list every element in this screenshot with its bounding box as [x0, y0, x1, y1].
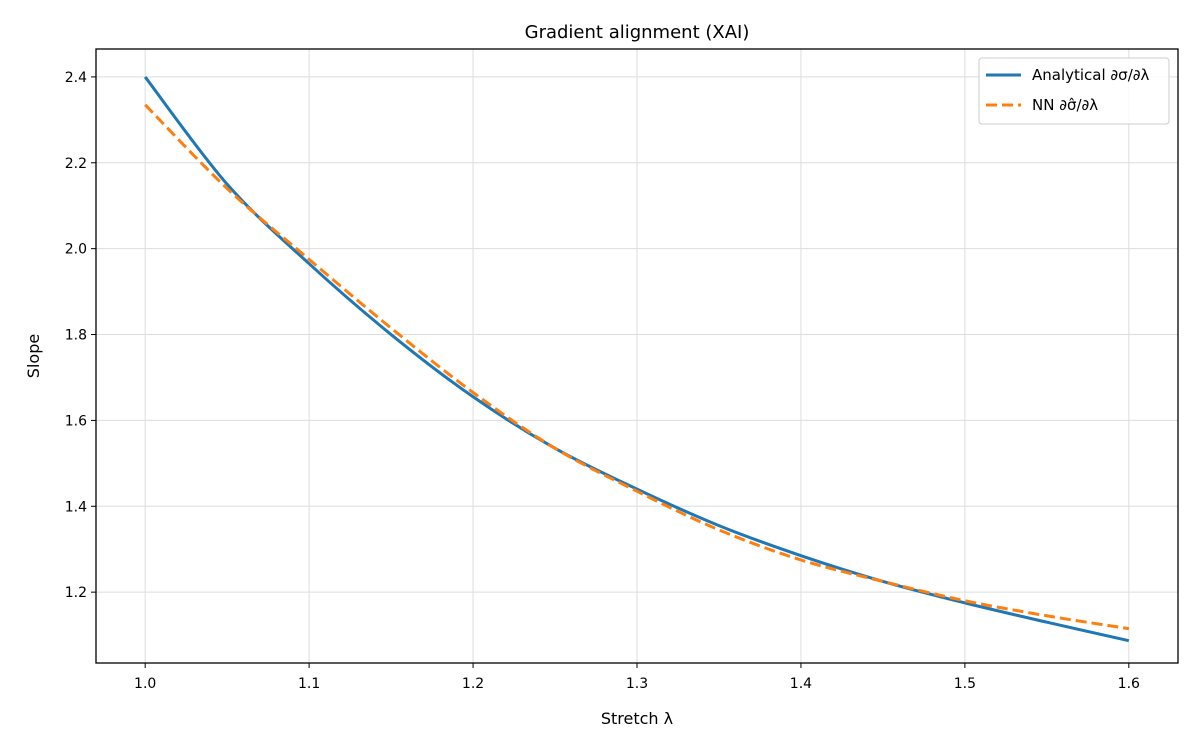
- y-tick-label: 2.4: [65, 70, 87, 86]
- legend: Analytical ∂σ/∂λ NN ∂σ̂/∂λ: [978, 57, 1170, 125]
- x-tick-label: 1.3: [626, 676, 648, 692]
- axis-ticks: 1.0 1.1 1.2 1.3 1.4 1.5 1.6 1.2 1.4 1.6 1.8 2.0 2.2 2…: [65, 70, 1140, 692]
- series-line-analytical: [143, 75, 1130, 643]
- legend-label-nn: NN ∂σ̂/∂λ: [1032, 96, 1098, 114]
- y-tick-label: 1.2: [65, 585, 87, 601]
- x-tick-label: 1.4: [790, 676, 812, 692]
- x-tick-label: 1.2: [462, 676, 484, 692]
- series-lines: [143, 75, 1130, 643]
- y-tick-label: 1.4: [65, 499, 87, 515]
- chart-title: Gradient alignment (XAI): [525, 22, 750, 43]
- y-axis-label: Slope: [24, 334, 43, 378]
- legend-label-analytical: Analytical ∂σ/∂λ: [1032, 66, 1150, 84]
- y-tick-label: 1.8: [65, 328, 87, 344]
- x-tick-label: 1.1: [298, 676, 320, 692]
- x-tick-label: 1.0: [134, 676, 156, 692]
- y-tick-label: 2.0: [65, 242, 87, 258]
- x-axis-label: Stretch λ: [601, 709, 673, 728]
- x-tick-label: 1.5: [954, 676, 976, 692]
- y-tick-label: 1.6: [65, 413, 87, 429]
- y-tick-label: 2.2: [65, 156, 87, 172]
- legend-box: [978, 57, 1170, 125]
- x-tick-label: 1.6: [1118, 676, 1140, 692]
- grid: [96, 49, 1178, 663]
